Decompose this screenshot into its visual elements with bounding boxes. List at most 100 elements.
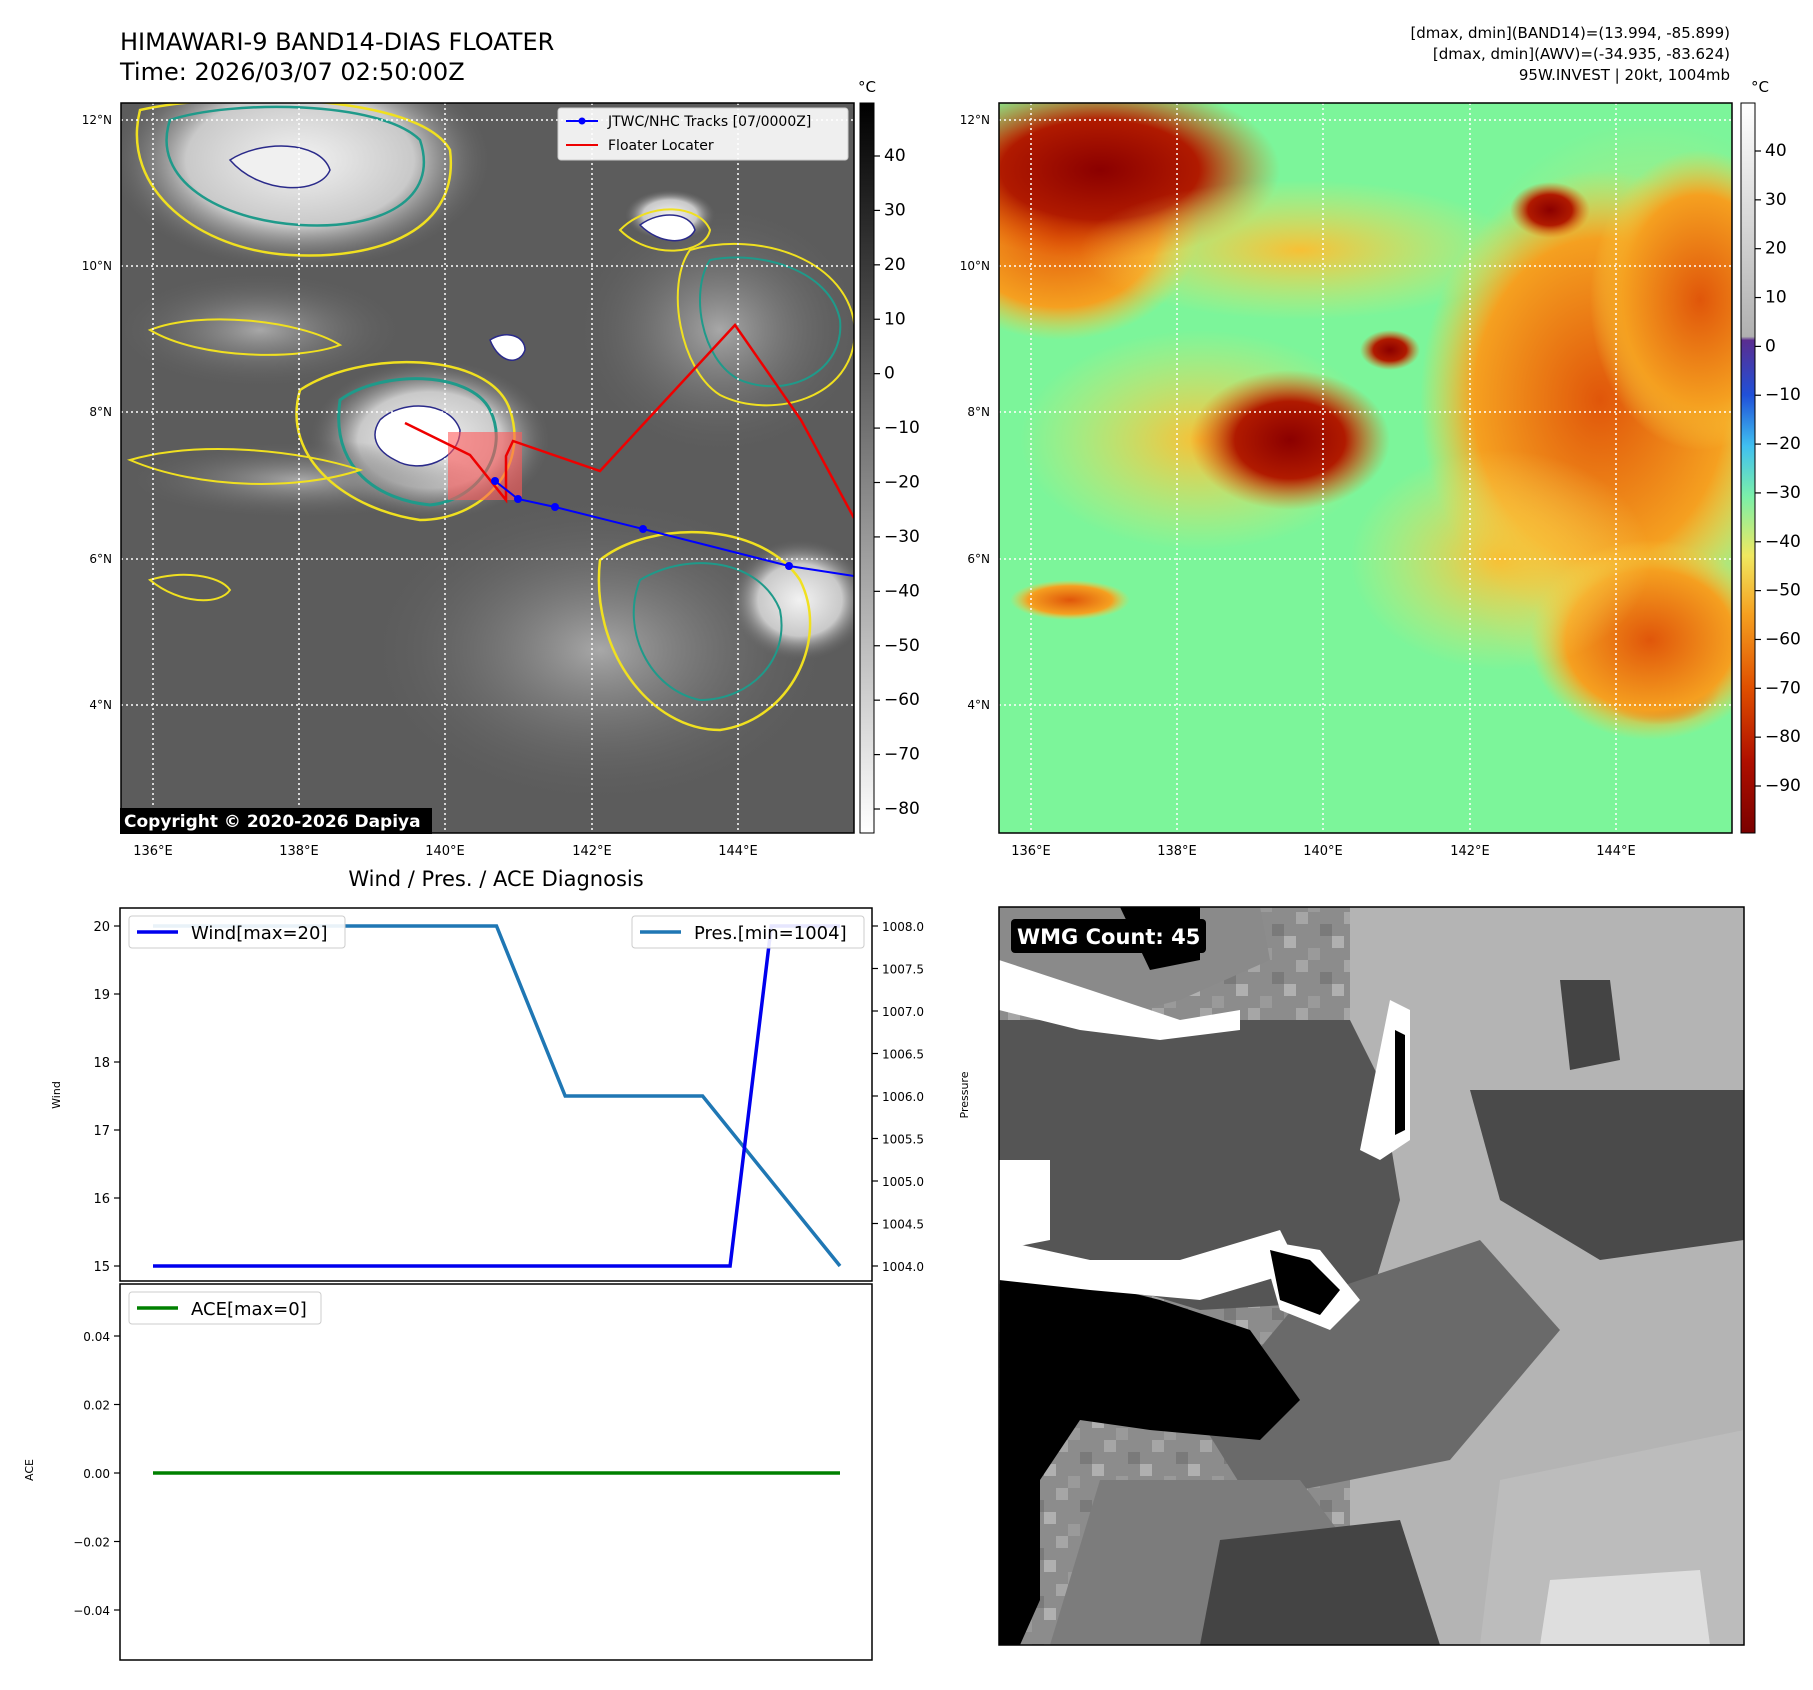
copyright-text: Copyright © 2020-2026 Dapiya	[124, 812, 421, 832]
wind-axis-ticks: 20 19 18 17 16 15	[93, 920, 120, 1275]
ir-lat-labels: 12°N 10°N 8°N 6°N 4°N	[82, 113, 112, 712]
figure-title: HIMAWARI-9 BAND14-DIAS FLOATER	[120, 28, 554, 56]
svg-text:140°E: 140°E	[1303, 844, 1343, 859]
svg-text:10°N: 10°N	[960, 259, 990, 273]
awv-imagery	[999, 103, 1732, 833]
ir-colorbar-tick-label: −70	[884, 745, 920, 765]
diag-title: Wind / Pres. / ACE Diagnosis	[348, 867, 643, 891]
ir-colorbar-tick-label: 20	[884, 255, 906, 275]
info-line-3: 95W.INVEST | 20kt, 1004mb	[1519, 66, 1730, 84]
ir-colorbar-tick-label: −40	[884, 581, 920, 601]
awv-colorbar-tick-label: 10	[1765, 288, 1787, 308]
wmg-panel: WMG Count: 45	[998, 906, 1745, 1646]
awv-colorbar-unit: °C	[1751, 78, 1769, 96]
svg-text:142°E: 142°E	[1450, 844, 1490, 859]
info-line-2: [dmax, dmin](AWV)=(-34.935, -83.624)	[1433, 45, 1730, 63]
wind-legend-label: Wind[max=20]	[191, 923, 328, 944]
pres-axis-tick-label: 1007.5	[882, 963, 924, 977]
svg-text:136°E: 136°E	[1011, 844, 1051, 859]
svg-text:138°E: 138°E	[279, 844, 319, 859]
awv-lon-labels: 136°E 138°E 140°E 142°E 144°E	[1011, 844, 1636, 859]
legend-jtwc-tracks: JTWC/NHC Tracks [07/0000Z]	[607, 114, 811, 130]
ir-colorbar-unit: °C	[858, 78, 876, 96]
jtwc-track-line	[494, 480, 854, 577]
svg-text:8°N: 8°N	[967, 405, 990, 419]
awv-colorbar-tick-label: −60	[1765, 629, 1801, 649]
ace-legend: ACE[max=0]	[128, 1291, 322, 1325]
pres-legend: Pres.[min=1004]	[631, 915, 865, 949]
wmg-count-label: WMG Count: 45	[1017, 925, 1200, 949]
svg-text:138°E: 138°E	[1157, 844, 1197, 859]
awv-colorbar-tick-label: −80	[1765, 727, 1801, 747]
awv-colorbar-tick-label: 0	[1765, 336, 1776, 356]
ir-colorbar-tick-label: 40	[884, 146, 906, 166]
svg-text:4°N: 4°N	[967, 698, 990, 712]
ace-axis-ticks: 0.04 0.02 0.00 −0.02 −0.04	[73, 1330, 120, 1618]
ace-axis-tick-label: −0.04	[73, 1604, 110, 1618]
pres-axis-tick-label: 1005.5	[882, 1133, 924, 1147]
awv-colorbar-tick-label: 20	[1765, 239, 1787, 259]
jtwc-track-points	[491, 477, 793, 570]
pres-axis-tick-label: 1006.5	[882, 1048, 924, 1062]
ace-axis-tick-label: −0.02	[73, 1536, 110, 1550]
pres-axis-tick-label: 1004.0	[882, 1260, 924, 1274]
svg-text:8°N: 8°N	[89, 405, 112, 419]
svg-text:144°E: 144°E	[1596, 844, 1636, 859]
ace-axis-tick-label: 0.04	[83, 1330, 110, 1344]
wind-legend: Wind[max=20]	[128, 915, 346, 949]
awv-colorbar-tick-label: −10	[1765, 385, 1801, 405]
wmg-imagery	[999, 907, 1744, 1645]
ace-legend-label: ACE[max=0]	[191, 1299, 307, 1320]
wind-pres-axes	[119, 907, 873, 1282]
svg-text:144°E: 144°E	[718, 844, 758, 859]
awv-lat-labels: 12°N 10°N 8°N 6°N 4°N	[960, 113, 990, 712]
svg-text:6°N: 6°N	[89, 552, 112, 566]
floater-locator-line	[404, 323, 854, 519]
ir-panel: JTWC/NHC Tracks [07/0000Z] Floater Locat…	[82, 78, 920, 859]
awv-colorbar-tick-label: −20	[1765, 434, 1801, 454]
ir-frame	[120, 102, 855, 834]
wind-axis-tick-label: 19	[93, 988, 110, 1003]
ace-axis-tick-label: 0.02	[83, 1399, 110, 1413]
floater-locator-box	[448, 432, 522, 500]
pres-axis-tick-label: 1007.0	[882, 1005, 924, 1019]
awv-colorbar-tick-label: −40	[1765, 532, 1801, 552]
wmg-frame	[998, 906, 1745, 1646]
diag-panel: Wind / Pres. / ACE Diagnosis 20 19 18 17 16 1…	[23, 867, 971, 1661]
ir-colorbar-tick-label: −80	[884, 799, 920, 819]
svg-text:142°E: 142°E	[572, 844, 612, 859]
wind-axis-tick-label: 15	[93, 1260, 110, 1275]
ace-axis-tick-label: 0.00	[83, 1467, 110, 1481]
svg-text:12°N: 12°N	[960, 113, 990, 127]
ir-colorbar-tick-label: 10	[884, 309, 906, 329]
pres-axis-label: Pressure	[958, 1071, 971, 1118]
awv-colorbar-tick-label: −70	[1765, 678, 1801, 698]
ace-axis-label: ACE	[23, 1459, 36, 1481]
ir-colorbar-tick-label: −30	[884, 527, 920, 547]
svg-text:12°N: 12°N	[82, 113, 112, 127]
pressure-series-line	[153, 924, 842, 1268]
awv-colorbar-tick-label: −50	[1765, 581, 1801, 601]
ir-imagery	[121, 103, 854, 833]
pres-axis-tick-label: 1005.0	[882, 1175, 924, 1189]
svg-text:10°N: 10°N	[82, 259, 112, 273]
pres-axis-ticks: 1008.0 1007.5 1007.0 1006.5 1006.0 1005.5 1005…	[872, 920, 924, 1274]
wmg-count-box	[1011, 919, 1206, 953]
awv-panel: 12°N 10°N 8°N 6°N 4°N 136°E 138°E 140°E …	[960, 78, 1801, 859]
awv-frame	[998, 102, 1733, 834]
wind-axis-tick-label: 16	[93, 1192, 110, 1207]
ir-colorbar-tick-label: 30	[884, 200, 906, 220]
pres-legend-label: Pres.[min=1004]	[694, 923, 847, 944]
ir-colorbar: °C 40 30 20 10 0 −10 −20 −30 −40 −50 −60 −70 −80	[858, 78, 920, 834]
ir-colorbar-tick-label: −10	[884, 418, 920, 438]
wind-axis-tick-label: 17	[93, 1124, 110, 1139]
wind-axis-label: Wind	[50, 1081, 63, 1109]
ir-colorbar-tick-label: −50	[884, 636, 920, 656]
svg-text:4°N: 4°N	[89, 698, 112, 712]
legend-floater-locater: Floater Locater	[608, 138, 714, 154]
awv-gridlines	[999, 103, 1732, 833]
awv-colorbar-tick-label: −90	[1765, 776, 1801, 796]
svg-text:6°N: 6°N	[967, 552, 990, 566]
awv-colorbar-tick-label: −30	[1765, 483, 1801, 503]
figure-time: Time: 2026/03/07 02:50:00Z	[119, 58, 465, 86]
